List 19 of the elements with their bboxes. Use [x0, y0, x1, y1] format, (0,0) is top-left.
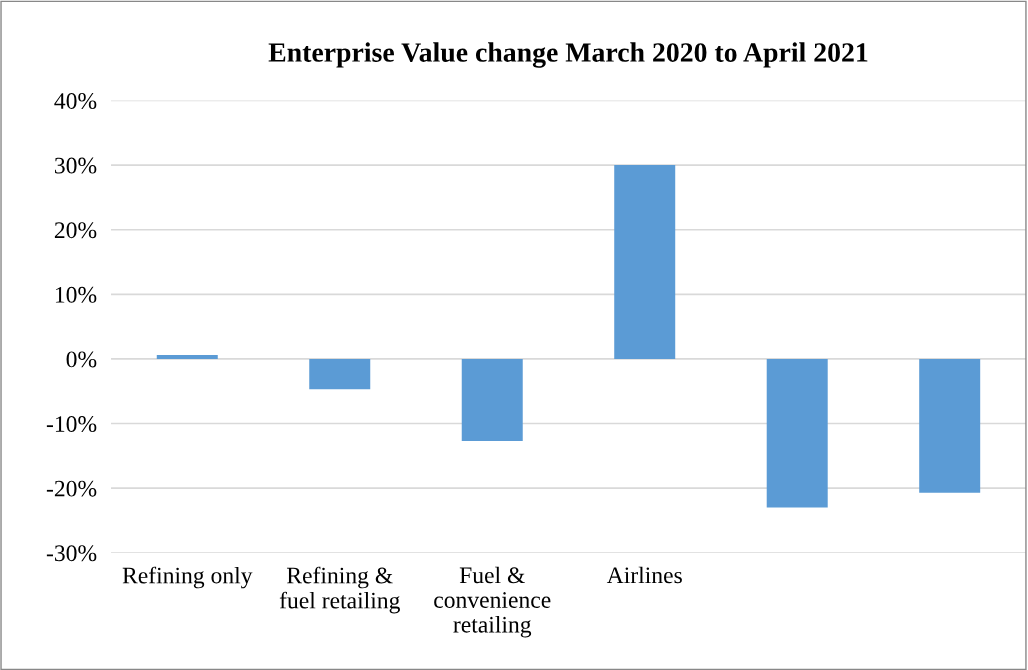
- y-tick-label: 30%: [54, 157, 97, 174]
- x-tick-label: Refining & fuel retailing: [279, 566, 400, 614]
- x-tick-label: Airlines: [606, 566, 682, 584]
- y-tick-label: -30%: [46, 545, 97, 562]
- y-tick-label: 10%: [55, 286, 97, 303]
- bar: [309, 358, 371, 390]
- bar: [614, 165, 676, 359]
- y-tick-label: 20%: [54, 222, 97, 239]
- chart-title: Enterprise Value change March 2020 to April 2021: [268, 42, 868, 68]
- y-tick-label: -20%: [46, 480, 97, 497]
- bar: [766, 358, 828, 508]
- bar: [461, 358, 523, 441]
- bar: [156, 355, 218, 359]
- y-tick-label: 0%: [66, 351, 97, 368]
- bar: [919, 358, 981, 493]
- x-tick-label: Fuel & convenience retailing: [434, 566, 551, 638]
- y-tick-label: -10%: [46, 416, 97, 433]
- x-tick-label: Refining only: [122, 566, 253, 589]
- y-tick-label: 40%: [54, 92, 97, 109]
